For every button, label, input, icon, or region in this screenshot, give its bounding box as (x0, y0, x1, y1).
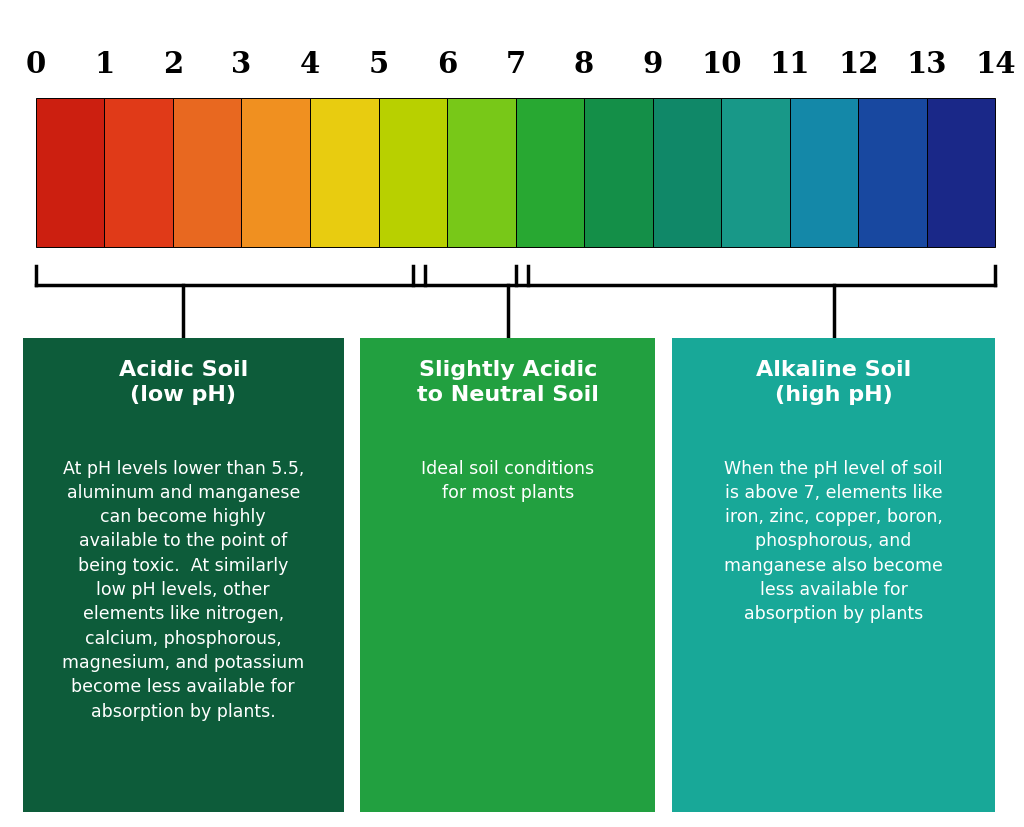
Bar (23, 339, 344, 812)
Text: 5: 5 (369, 50, 389, 79)
Bar (379, 99, 447, 248)
Bar (242, 99, 310, 248)
Bar (927, 99, 995, 248)
Text: 0: 0 (26, 50, 46, 79)
Text: Ideal soil conditions
for most plants: Ideal soil conditions for most plants (421, 459, 595, 501)
Bar (790, 99, 858, 248)
Text: 7: 7 (506, 50, 525, 79)
Text: 10: 10 (701, 50, 741, 79)
Text: 2: 2 (163, 50, 183, 79)
Text: 12: 12 (838, 50, 879, 79)
Bar (360, 339, 655, 812)
Bar (447, 99, 515, 248)
Text: 1: 1 (94, 50, 115, 79)
Text: 8: 8 (574, 50, 594, 79)
Bar (721, 99, 790, 248)
Bar (652, 99, 721, 248)
Text: 6: 6 (437, 50, 458, 79)
Bar (515, 99, 584, 248)
Bar (858, 99, 927, 248)
Text: 14: 14 (975, 50, 1016, 79)
Text: 13: 13 (906, 50, 947, 79)
Bar (173, 99, 242, 248)
Text: Alkaline Soil
(high pH): Alkaline Soil (high pH) (756, 360, 911, 404)
Bar (104, 99, 173, 248)
Text: At pH levels lower than 5.5,
aluminum and manganese
can become highly
available : At pH levels lower than 5.5, aluminum an… (62, 459, 304, 719)
Text: 4: 4 (300, 50, 321, 79)
Text: 11: 11 (769, 50, 810, 79)
Text: When the pH level of soil
is above 7, elements like
iron, zinc, copper, boron,
p: When the pH level of soil is above 7, el… (724, 459, 943, 623)
Bar (584, 99, 652, 248)
Text: 3: 3 (231, 50, 252, 79)
Text: Slightly Acidic
to Neutral Soil: Slightly Acidic to Neutral Soil (417, 360, 599, 404)
Text: 9: 9 (642, 50, 663, 79)
Text: Acidic Soil
(low pH): Acidic Soil (low pH) (119, 360, 248, 404)
Bar (310, 99, 379, 248)
Bar (36, 99, 104, 248)
Bar (672, 339, 995, 812)
